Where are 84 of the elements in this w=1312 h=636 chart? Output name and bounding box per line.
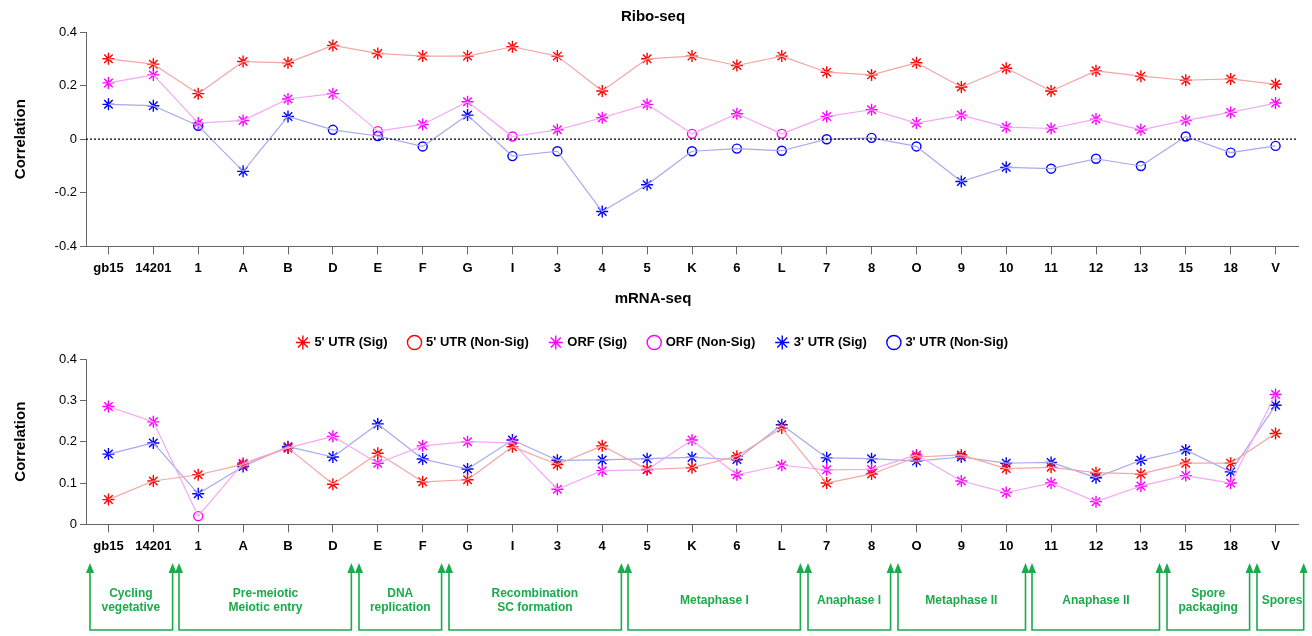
text: Metaphase I xyxy=(680,593,749,607)
x-tick-label: 15 xyxy=(1178,537,1194,553)
x-tick-label: O xyxy=(911,537,922,553)
text: Anaphase II xyxy=(1062,593,1130,607)
legend-label: 3' UTR (Sig) xyxy=(793,334,867,350)
text: Metaphase II xyxy=(925,593,998,607)
x-tick-label: A xyxy=(238,537,249,553)
y-tick-label: -0.2 xyxy=(54,184,77,200)
text: Recombination SC formation xyxy=(490,586,580,614)
x-tick-label: 11 xyxy=(1044,259,1058,275)
x-tick-label: 12 xyxy=(1088,537,1104,553)
x-tick-label: 7 xyxy=(823,259,831,275)
y-tick-label: 0.2 xyxy=(58,77,77,93)
legend-label: ORF (Non-Sig) xyxy=(665,334,756,350)
x-tick-label: 18 xyxy=(1223,259,1238,275)
text: DNA replication xyxy=(368,586,432,614)
x-tick-label: 13 xyxy=(1133,259,1149,275)
y-tick-label: 0 xyxy=(69,130,77,146)
x-tick-label: V xyxy=(1271,259,1281,275)
x-tick-label: gb15 xyxy=(93,537,124,553)
x-tick-label: L xyxy=(777,537,786,553)
y-axis-title: Correlation xyxy=(11,401,29,482)
x-tick-label: G xyxy=(462,537,473,553)
x-tick-label: 4 xyxy=(598,259,607,275)
x-tick-label: 13 xyxy=(1133,537,1149,553)
x-tick-label: 1 xyxy=(194,259,202,275)
x-tick-label: 9 xyxy=(957,259,965,275)
x-tick-label: 14201 xyxy=(135,259,172,275)
x-tick-label: F xyxy=(418,259,427,275)
x-tick-label: 6 xyxy=(733,537,741,553)
chart-title: Ribo-seq xyxy=(620,7,686,25)
x-tick-label: 10 xyxy=(998,537,1014,553)
y-tick-label: 0.3 xyxy=(58,391,77,407)
x-tick-label: 3 xyxy=(553,537,561,553)
x-tick-label: B xyxy=(283,259,293,275)
x-tick-label: 12 xyxy=(1088,259,1104,275)
x-tick-label: 1 xyxy=(194,537,202,553)
x-tick-label: 4 xyxy=(598,537,607,553)
x-tick-label: gb15 xyxy=(93,259,124,275)
y-tick-label: -0.4 xyxy=(54,237,77,253)
x-tick-label: 8 xyxy=(867,537,876,553)
x-tick-label: 11 xyxy=(1044,537,1058,553)
y-tick-label: 0.4 xyxy=(58,350,77,366)
x-tick-label: 5 xyxy=(643,537,651,553)
x-tick-label: 10 xyxy=(998,259,1014,275)
y-axis-title: Correlation xyxy=(11,99,29,180)
x-tick-label: O xyxy=(911,259,922,275)
x-tick-label: I xyxy=(510,537,515,553)
chart-title: mRNA-seq xyxy=(614,289,692,307)
x-tick-label: V xyxy=(1271,537,1281,553)
text: Pre-meiotic Meiotic entry xyxy=(227,586,304,614)
y-tick-label: 0.4 xyxy=(58,23,77,39)
x-tick-label: I xyxy=(510,259,515,275)
x-tick-label: 6 xyxy=(733,259,741,275)
x-tick-label: 8 xyxy=(867,259,876,275)
legend-label: 5' UTR (Sig) xyxy=(314,334,388,350)
x-tick-label: A xyxy=(238,259,249,275)
x-tick-label: D xyxy=(328,259,338,275)
x-tick-label: 18 xyxy=(1223,537,1238,553)
x-tick-label: 9 xyxy=(957,537,965,553)
y-tick-label: 0.2 xyxy=(58,433,77,449)
x-tick-label: L xyxy=(777,259,786,275)
x-tick-label: 3 xyxy=(553,259,561,275)
x-tick-label: K xyxy=(687,259,698,275)
x-tick-label: E xyxy=(373,259,383,275)
x-tick-label: B xyxy=(283,537,293,553)
legend-label: ORF (Sig) xyxy=(567,334,628,350)
x-tick-label: 7 xyxy=(823,537,831,553)
text: Spore packaging xyxy=(1177,586,1239,614)
x-tick-label: E xyxy=(373,537,383,553)
text: Spores xyxy=(1261,593,1303,607)
legend-label: 5' UTR (Non-Sig) xyxy=(426,334,529,350)
x-tick-label: G xyxy=(462,259,473,275)
legend-label: 3' UTR (Non-Sig) xyxy=(905,334,1009,350)
text: Anaphase I xyxy=(817,593,882,607)
x-tick-label: 14201 xyxy=(135,537,172,553)
x-tick-label: 5 xyxy=(643,259,651,275)
x-tick-label: K xyxy=(687,537,698,553)
text: Cycling vegetative xyxy=(100,586,162,614)
y-tick-label: 0.1 xyxy=(58,474,77,490)
x-tick-label: 15 xyxy=(1178,259,1194,275)
y-tick-label: 0 xyxy=(69,515,77,531)
x-tick-label: D xyxy=(328,537,338,553)
x-tick-label: F xyxy=(418,537,427,553)
